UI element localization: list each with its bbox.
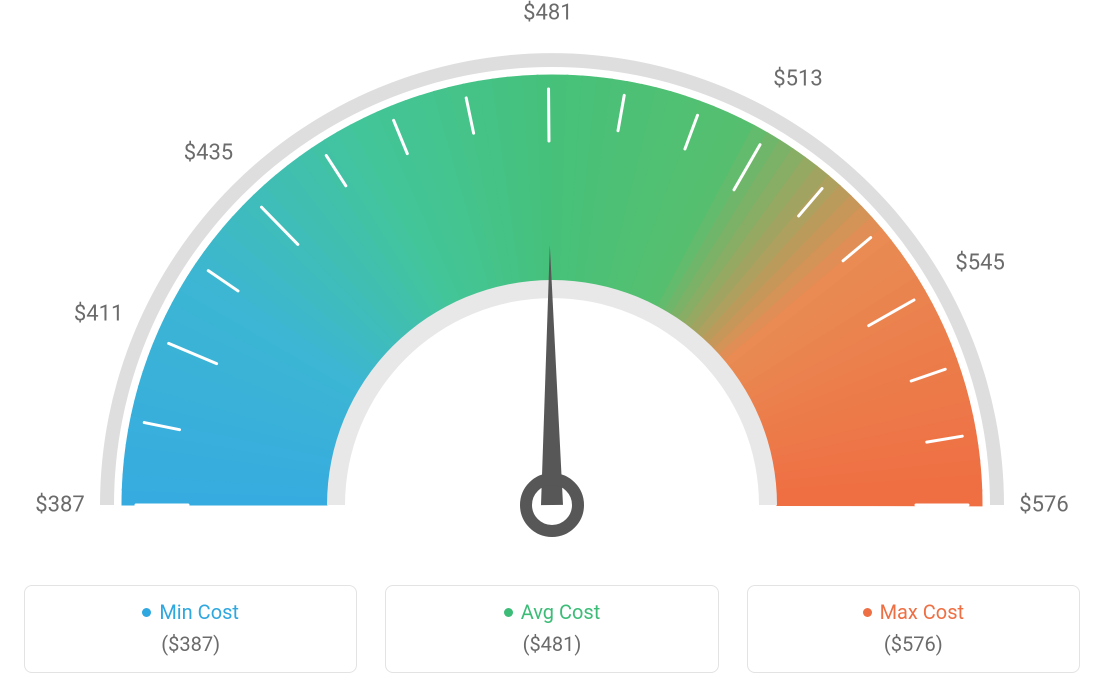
tick-label: $513 [773,66,822,91]
legend-title-text: Min Cost [159,600,239,624]
legend-row: Min Cost ($387) Avg Cost ($481) Max Cost… [0,585,1104,673]
dot-icon [863,608,872,617]
legend-title-max: Max Cost [863,600,965,624]
legend-value-min: ($387) [35,632,346,656]
dot-icon [504,608,513,617]
legend-title-avg: Avg Cost [504,600,601,624]
legend-title-text: Max Cost [880,600,965,624]
legend-title-text: Avg Cost [521,600,601,624]
legend-card-max: Max Cost ($576) [747,585,1080,673]
legend-card-avg: Avg Cost ($481) [385,585,718,673]
tick-label: $387 [35,493,84,518]
legend-title-min: Min Cost [142,600,239,624]
tick-label: $545 [955,250,1004,275]
tick-label: $411 [74,301,123,326]
tick-label: $481 [523,1,572,26]
legend-value-avg: ($481) [396,632,707,656]
tick-label: $576 [1019,493,1068,518]
gauge-svg [0,0,1104,570]
tick-label: $435 [184,140,233,165]
legend-card-min: Min Cost ($387) [24,585,357,673]
legend-value-max: ($576) [758,632,1069,656]
dot-icon [142,608,151,617]
gauge-chart: $387 $411 $435 $481 $513 $545 $576 [0,0,1104,570]
